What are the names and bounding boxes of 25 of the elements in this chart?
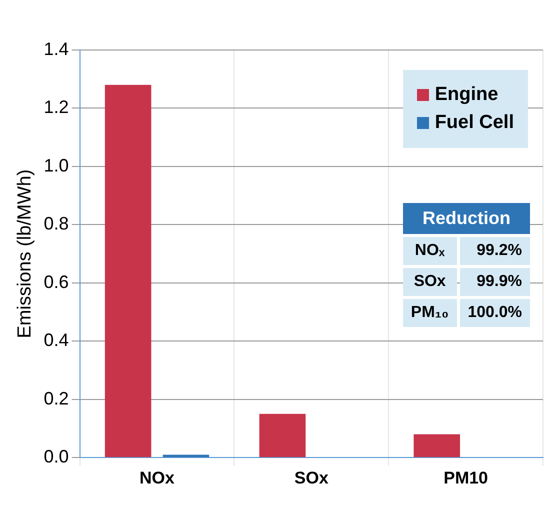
- y-tick-label: 1.4: [44, 38, 69, 59]
- annotation: 99.2%: [460, 237, 530, 265]
- annotation: SOx: [402, 268, 457, 296]
- legend-label: Engine: [434, 84, 498, 106]
- y-tick-label: 1.0: [44, 155, 69, 176]
- annotation: PM₁₀: [402, 299, 457, 327]
- bar: [414, 434, 460, 458]
- bar: [104, 84, 152, 458]
- y-tick-label: 0.6: [44, 272, 69, 292]
- x-tick-label: NOx: [140, 468, 176, 488]
- y-tick-label: 0.0: [44, 446, 69, 467]
- y-tick-label: 0.2: [44, 388, 69, 408]
- annotation: Reduction: [402, 203, 530, 234]
- y-tick-label: 1.2: [44, 97, 69, 118]
- legend-label: Fuel Cell: [434, 112, 514, 134]
- bar: [259, 414, 306, 458]
- annotation: 100.0%: [460, 299, 530, 327]
- y-tick-label: 0.8: [44, 214, 69, 234]
- annotation: 99.9%: [460, 268, 530, 296]
- x-tick-label: PM10: [444, 468, 488, 488]
- bar: [162, 454, 210, 458]
- y-axis-title: Emissions (lb/MWh): [14, 169, 36, 338]
- y-tick-label: 0.4: [44, 330, 69, 350]
- annotation: NOₓ: [402, 237, 457, 265]
- x-tick-label: SOx: [294, 468, 329, 488]
